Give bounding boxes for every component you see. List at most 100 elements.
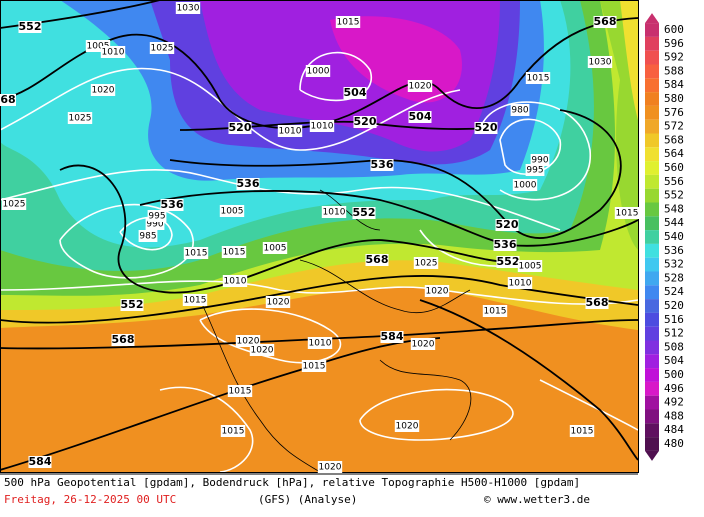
isobar-label: 1015: [571, 427, 594, 437]
isobar-label: 1015: [184, 296, 207, 306]
geopotential-label: 568: [366, 253, 389, 266]
geopotential-label: 584: [29, 455, 52, 468]
legend-swatch: [645, 105, 659, 120]
isobar-label-bg: [301, 360, 327, 372]
legend-swatch: [645, 161, 659, 175]
legend-swatch: [645, 36, 659, 51]
legend-swatch: [645, 50, 659, 65]
isobar-label: 995: [526, 166, 543, 176]
legend-label: 500: [664, 368, 684, 381]
geopotential-label: 504: [344, 86, 367, 99]
isobar-label-bg: [510, 104, 530, 116]
legend-label: 592: [664, 51, 684, 64]
legend-label: 584: [664, 78, 684, 91]
legend-swatch: [645, 299, 659, 313]
model: (GFS) (Analyse): [258, 493, 357, 506]
isobar-label: 1015: [303, 362, 326, 372]
isobar-label: 1025: [3, 200, 26, 210]
legend-swatch: [645, 64, 659, 79]
isobar-label-bg: [221, 246, 247, 258]
legend-label: 596: [664, 37, 684, 50]
legend-swatch: [645, 437, 659, 451]
isobar-label: 1015: [337, 18, 360, 28]
geopotential-label: 552: [353, 206, 376, 219]
isobar-label: 1010: [323, 208, 346, 218]
color-legend: 6005965925885845805765725685645605565525…: [645, 13, 684, 461]
legend-label: 564: [664, 147, 684, 160]
isobar-label-bg: [424, 285, 450, 297]
isobar-label: 1020: [396, 422, 419, 432]
geopotential-label: 520: [475, 121, 498, 134]
legend-label: 560: [664, 161, 684, 174]
isobar-label-bg: [227, 385, 253, 397]
isobar-label-bg: [147, 210, 167, 222]
isobar-label-bg: [530, 154, 550, 166]
isobar-label-bg: [394, 420, 420, 432]
isobar-label: 1010: [509, 279, 532, 289]
legend-label: 544: [664, 216, 684, 229]
isobar-label: 1005: [87, 42, 110, 52]
geopotential-label: 552: [497, 255, 520, 268]
caption: 500 hPa Geopotential [gpdam], Bodendruck…: [4, 476, 580, 489]
legend-swatch: [645, 395, 659, 410]
legend-label: 524: [664, 285, 684, 298]
isobar-label: 1015: [527, 74, 550, 84]
isobar-label: 1000: [514, 181, 537, 191]
geopotential-label-bg: [585, 297, 609, 309]
legend-swatch: [645, 202, 659, 217]
isobar-label-bg: [587, 56, 613, 68]
geopotential-label: 552: [19, 20, 42, 33]
legend-label: 548: [664, 202, 684, 215]
isobar-label-bg: [309, 120, 335, 132]
isobar-label: 990: [146, 220, 163, 230]
legend-swatch: [645, 188, 659, 203]
geopotential-label: 520: [496, 218, 519, 231]
geopotential-label-bg: [0, 94, 16, 106]
date: Freitag, 26-12-2025 00 UTC: [4, 493, 176, 506]
geopotential-label-bg: [380, 331, 404, 343]
isobar-label-bg: [525, 72, 551, 84]
legend-swatch: [645, 92, 659, 106]
legend-label: 556: [664, 175, 684, 188]
geopotential-label-bg: [496, 256, 520, 268]
isobar-label-bg: [149, 42, 175, 54]
coastlines: [199, 189, 472, 472]
legend-swatch: [645, 409, 659, 424]
credit: © www.wetter3.de: [484, 493, 590, 506]
isobar-label: 1010: [309, 339, 332, 349]
geopotential-label-bg: [370, 159, 394, 171]
geopotential-label-bg: [228, 122, 252, 134]
geopotential-label: 568: [586, 296, 609, 309]
legend-label: 568: [664, 133, 684, 146]
legend-label: 552: [664, 189, 684, 202]
isobar-label: 1025: [415, 259, 438, 269]
legend-swatch: [645, 381, 659, 396]
geopotential-label-bg: [18, 21, 42, 33]
geopotential-label: 568: [112, 333, 135, 346]
legend-label: 496: [664, 382, 684, 395]
isobar-label-bg: [569, 425, 595, 437]
isobar-label: 1025: [151, 44, 174, 54]
isobar-label: 1005: [264, 244, 287, 254]
isobar-label-bg: [90, 84, 116, 96]
legend-swatch: [645, 257, 659, 272]
isobar-label: 1015: [223, 248, 246, 258]
geopotential-label: 504: [409, 110, 432, 123]
isobar-label-bg: [138, 230, 158, 242]
geopotential-label-bg: [493, 239, 517, 251]
geopotential-label-bg: [474, 122, 498, 134]
isobar-label-bg: [265, 296, 291, 308]
isobar-label-bg: [183, 247, 209, 259]
legend-label: 532: [664, 258, 684, 271]
isobar-label-bg: [614, 207, 640, 219]
geopotential-label-bg: [120, 299, 144, 311]
isobar-label: 1020: [251, 346, 274, 356]
isobar-label: 1010: [279, 127, 302, 137]
isobar-label: 1015: [222, 427, 245, 437]
legend-swatch: [645, 230, 659, 244]
legend-label: 520: [664, 299, 684, 312]
geopotential-label-bg: [111, 334, 135, 346]
geopotential-label-bg: [160, 199, 184, 211]
geopotential-label: 584: [381, 330, 404, 343]
